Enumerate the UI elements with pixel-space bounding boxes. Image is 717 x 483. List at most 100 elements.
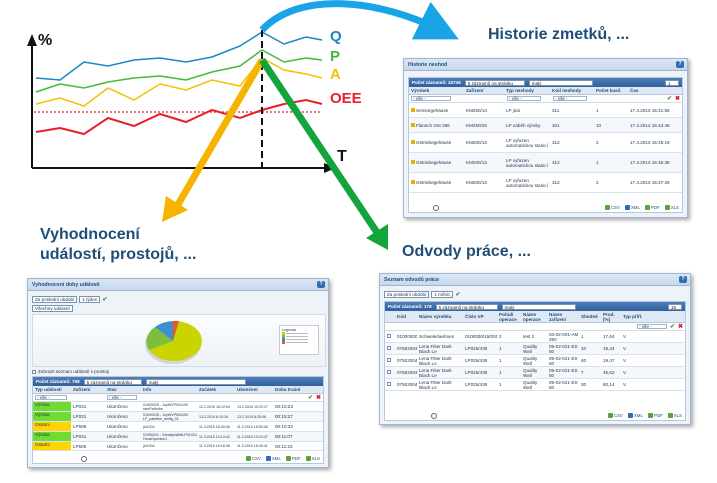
events-per-page-select[interactable]: 5 záznamů na stránku	[83, 378, 142, 385]
export-xls-button[interactable]: XLS	[305, 456, 320, 462]
work-filter-type[interactable]: - vše -	[636, 323, 667, 330]
clear-filter-icon[interactable]: ✖	[315, 395, 321, 401]
work-col-order[interactable]: Pořadí operace	[499, 311, 517, 322]
row-checkbox[interactable]	[387, 334, 391, 338]
history-col-product[interactable]: Výrobek	[411, 88, 430, 93]
xml-icon	[624, 205, 630, 211]
events-filter-select[interactable]: Všechny události	[32, 305, 73, 312]
work-page-select[interactable]: 16	[668, 303, 682, 310]
table-row[interactable]: Getriebegehäuse KM200/13 LP vyřazen auto…	[409, 153, 682, 173]
history-page-select[interactable]: 1	[665, 79, 679, 86]
export-pdf-button[interactable]: PDF	[644, 205, 660, 211]
apply-period-icon[interactable]: ✔	[102, 297, 108, 303]
export-xml-button[interactable]: XML	[627, 413, 643, 419]
table-row[interactable]: 01000000 Schwelerlaehnen 0100000/15/005 …	[385, 331, 685, 343]
table-row[interactable]: Getriebegehäuse KM200/13 LP vyřazen auto…	[409, 173, 682, 193]
table-row[interactable]: Getriebegehäuse KM200/13 LP vyřazen auto…	[409, 133, 682, 153]
export-csv-button[interactable]: CSV	[245, 456, 261, 462]
table-row[interactable]: 07502004 Lena Filter Dark Black Le LP025…	[385, 367, 685, 379]
events-nav-select[interactable]: malý	[145, 378, 246, 385]
events-col-state[interactable]: Stav	[107, 387, 117, 392]
table-row[interactable]: Flansch GM 386 KM250/26 LP náběh výroby …	[409, 118, 682, 133]
table-row[interactable]: Sensorgehäuse KM250/14 LP jiná 311 1 17.…	[409, 103, 682, 118]
events-period-unit-select[interactable]: 1 týden	[79, 296, 101, 303]
cell-start: 12.2.2015 16:12:04	[199, 404, 230, 409]
export-xml-button[interactable]: XML	[265, 456, 281, 462]
history-filter-code[interactable]: - vše -	[553, 95, 587, 102]
export-xls-button[interactable]: XLS	[667, 413, 682, 419]
work-col-code[interactable]: Kód	[397, 314, 406, 319]
work-per-page-select[interactable]: 5 záznamů na stránku	[435, 303, 498, 310]
events-period-select[interactable]: Za poslední období	[32, 296, 78, 303]
row-checkbox[interactable]	[387, 358, 391, 362]
help-icon[interactable]: ?	[676, 61, 684, 68]
work-col-prod[interactable]: Prod. [%]	[603, 311, 615, 322]
xls-icon	[667, 413, 673, 419]
history-per-page-select[interactable]: 5 záznamů na stránku	[464, 79, 525, 86]
export-xls-button[interactable]: XLS	[664, 205, 679, 211]
history-filter-product[interactable]: - vše -	[411, 95, 451, 102]
row-checkbox[interactable]	[387, 346, 391, 350]
history-col-type[interactable]: Typ neshody	[506, 88, 534, 93]
table-row[interactable]: Výroba LP031 Ukončeno 01050201 - Schaltp…	[33, 432, 323, 442]
cell-duration: 00:10:32	[275, 424, 293, 429]
search-icon[interactable]	[81, 456, 87, 462]
search-icon[interactable]	[431, 413, 437, 419]
work-col-ok[interactable]: Shodné	[581, 314, 598, 319]
history-col-code[interactable]: Kód neshody	[552, 88, 582, 93]
table-row[interactable]: Ostatní LP505 Ukončeno jlo1004 11.3.2015…	[33, 442, 323, 451]
apply-period-icon[interactable]: ✔	[455, 292, 461, 298]
row-checkbox[interactable]	[387, 382, 391, 386]
events-col-info[interactable]: Info	[143, 387, 152, 392]
work-period-select[interactable]: Za poslední období	[384, 291, 430, 298]
work-col-vp[interactable]: Číslo VP	[465, 314, 484, 319]
work-col-type[interactable]: Typ přiřl.	[623, 314, 643, 319]
history-filter-type[interactable]: - vše -	[507, 95, 541, 102]
export-csv-button[interactable]: CSV	[607, 413, 623, 419]
table-row[interactable]: Výroba LP031 Ukončeno 01000025 - JoyWVP0…	[33, 402, 323, 412]
table-row[interactable]: Výroba LP031 Ukončeno 01000026 - JoyWVP0…	[33, 412, 323, 422]
history-col-device[interactable]: Zařízení	[466, 88, 484, 93]
work-col-operation[interactable]: Název operace	[523, 311, 541, 322]
clear-filter-icon[interactable]: ✖	[677, 324, 683, 330]
arrow-to-work-head	[366, 224, 388, 250]
help-icon[interactable]: ?	[317, 281, 325, 288]
events-col-start[interactable]: Začátek	[199, 387, 217, 392]
events-col-device[interactable]: Zařízení	[73, 387, 91, 392]
help-icon[interactable]: ?	[679, 276, 687, 283]
work-period-unit-select[interactable]: 1 měsíc	[431, 291, 454, 298]
table-row[interactable]: 07502004 Lena Filter Dark Black Le LP025…	[385, 343, 685, 355]
cell-code: 312	[552, 160, 560, 165]
series-q-line	[35, 31, 323, 81]
export-xml-button[interactable]: XML	[624, 205, 640, 211]
history-col-time[interactable]: Čas	[630, 88, 639, 93]
events-filter-type[interactable]: - vše -	[35, 394, 67, 401]
events-col-duration[interactable]: Doba trvání	[275, 387, 301, 392]
show-events-checkbox[interactable]	[32, 369, 36, 374]
export-pdf-button[interactable]: PDF	[285, 456, 301, 462]
work-header-row: Kód Název výrobku Číslo VP Pořadí operac…	[385, 311, 685, 323]
work-col-device[interactable]: Název zařízení	[549, 311, 566, 322]
table-row[interactable]: 07502004 Lena Filter Dark Black Le LP025…	[385, 355, 685, 367]
table-row[interactable]: 07502004 Lena Filter Dark Black Le LP025…	[385, 379, 685, 391]
history-col-qty[interactable]: Počet kusů	[596, 88, 621, 93]
apply-filter-icon[interactable]: ✔	[669, 324, 675, 330]
search-icon[interactable]	[433, 205, 439, 211]
apply-filter-icon[interactable]: ✔	[307, 395, 313, 401]
events-pie-area: Legenda	[32, 314, 326, 367]
apply-filter-icon[interactable]: ✔	[666, 96, 672, 102]
arrow-to-events-shaft	[172, 58, 266, 210]
events-col-end[interactable]: Ukončení	[237, 387, 258, 392]
table-row[interactable]: Ostatní LP505 Ukončeno jlo1004 11.3.2015…	[33, 422, 323, 432]
cell-ok: 7	[581, 370, 584, 375]
clear-filter-icon[interactable]: ✖	[674, 96, 680, 102]
work-col-name[interactable]: Název výrobku	[419, 314, 452, 319]
events-filter-state[interactable]: - vše -	[107, 394, 137, 401]
row-checkbox[interactable]	[387, 370, 391, 374]
history-nav-select[interactable]: malý	[528, 79, 593, 86]
work-nav-select[interactable]: malý	[501, 303, 576, 310]
events-col-type[interactable]: Typ události	[35, 387, 62, 392]
export-csv-button[interactable]: CSV	[604, 205, 620, 211]
export-pdf-button[interactable]: PDF	[647, 413, 663, 419]
work-export-bar: CSV XML PDF XLS	[385, 411, 685, 420]
